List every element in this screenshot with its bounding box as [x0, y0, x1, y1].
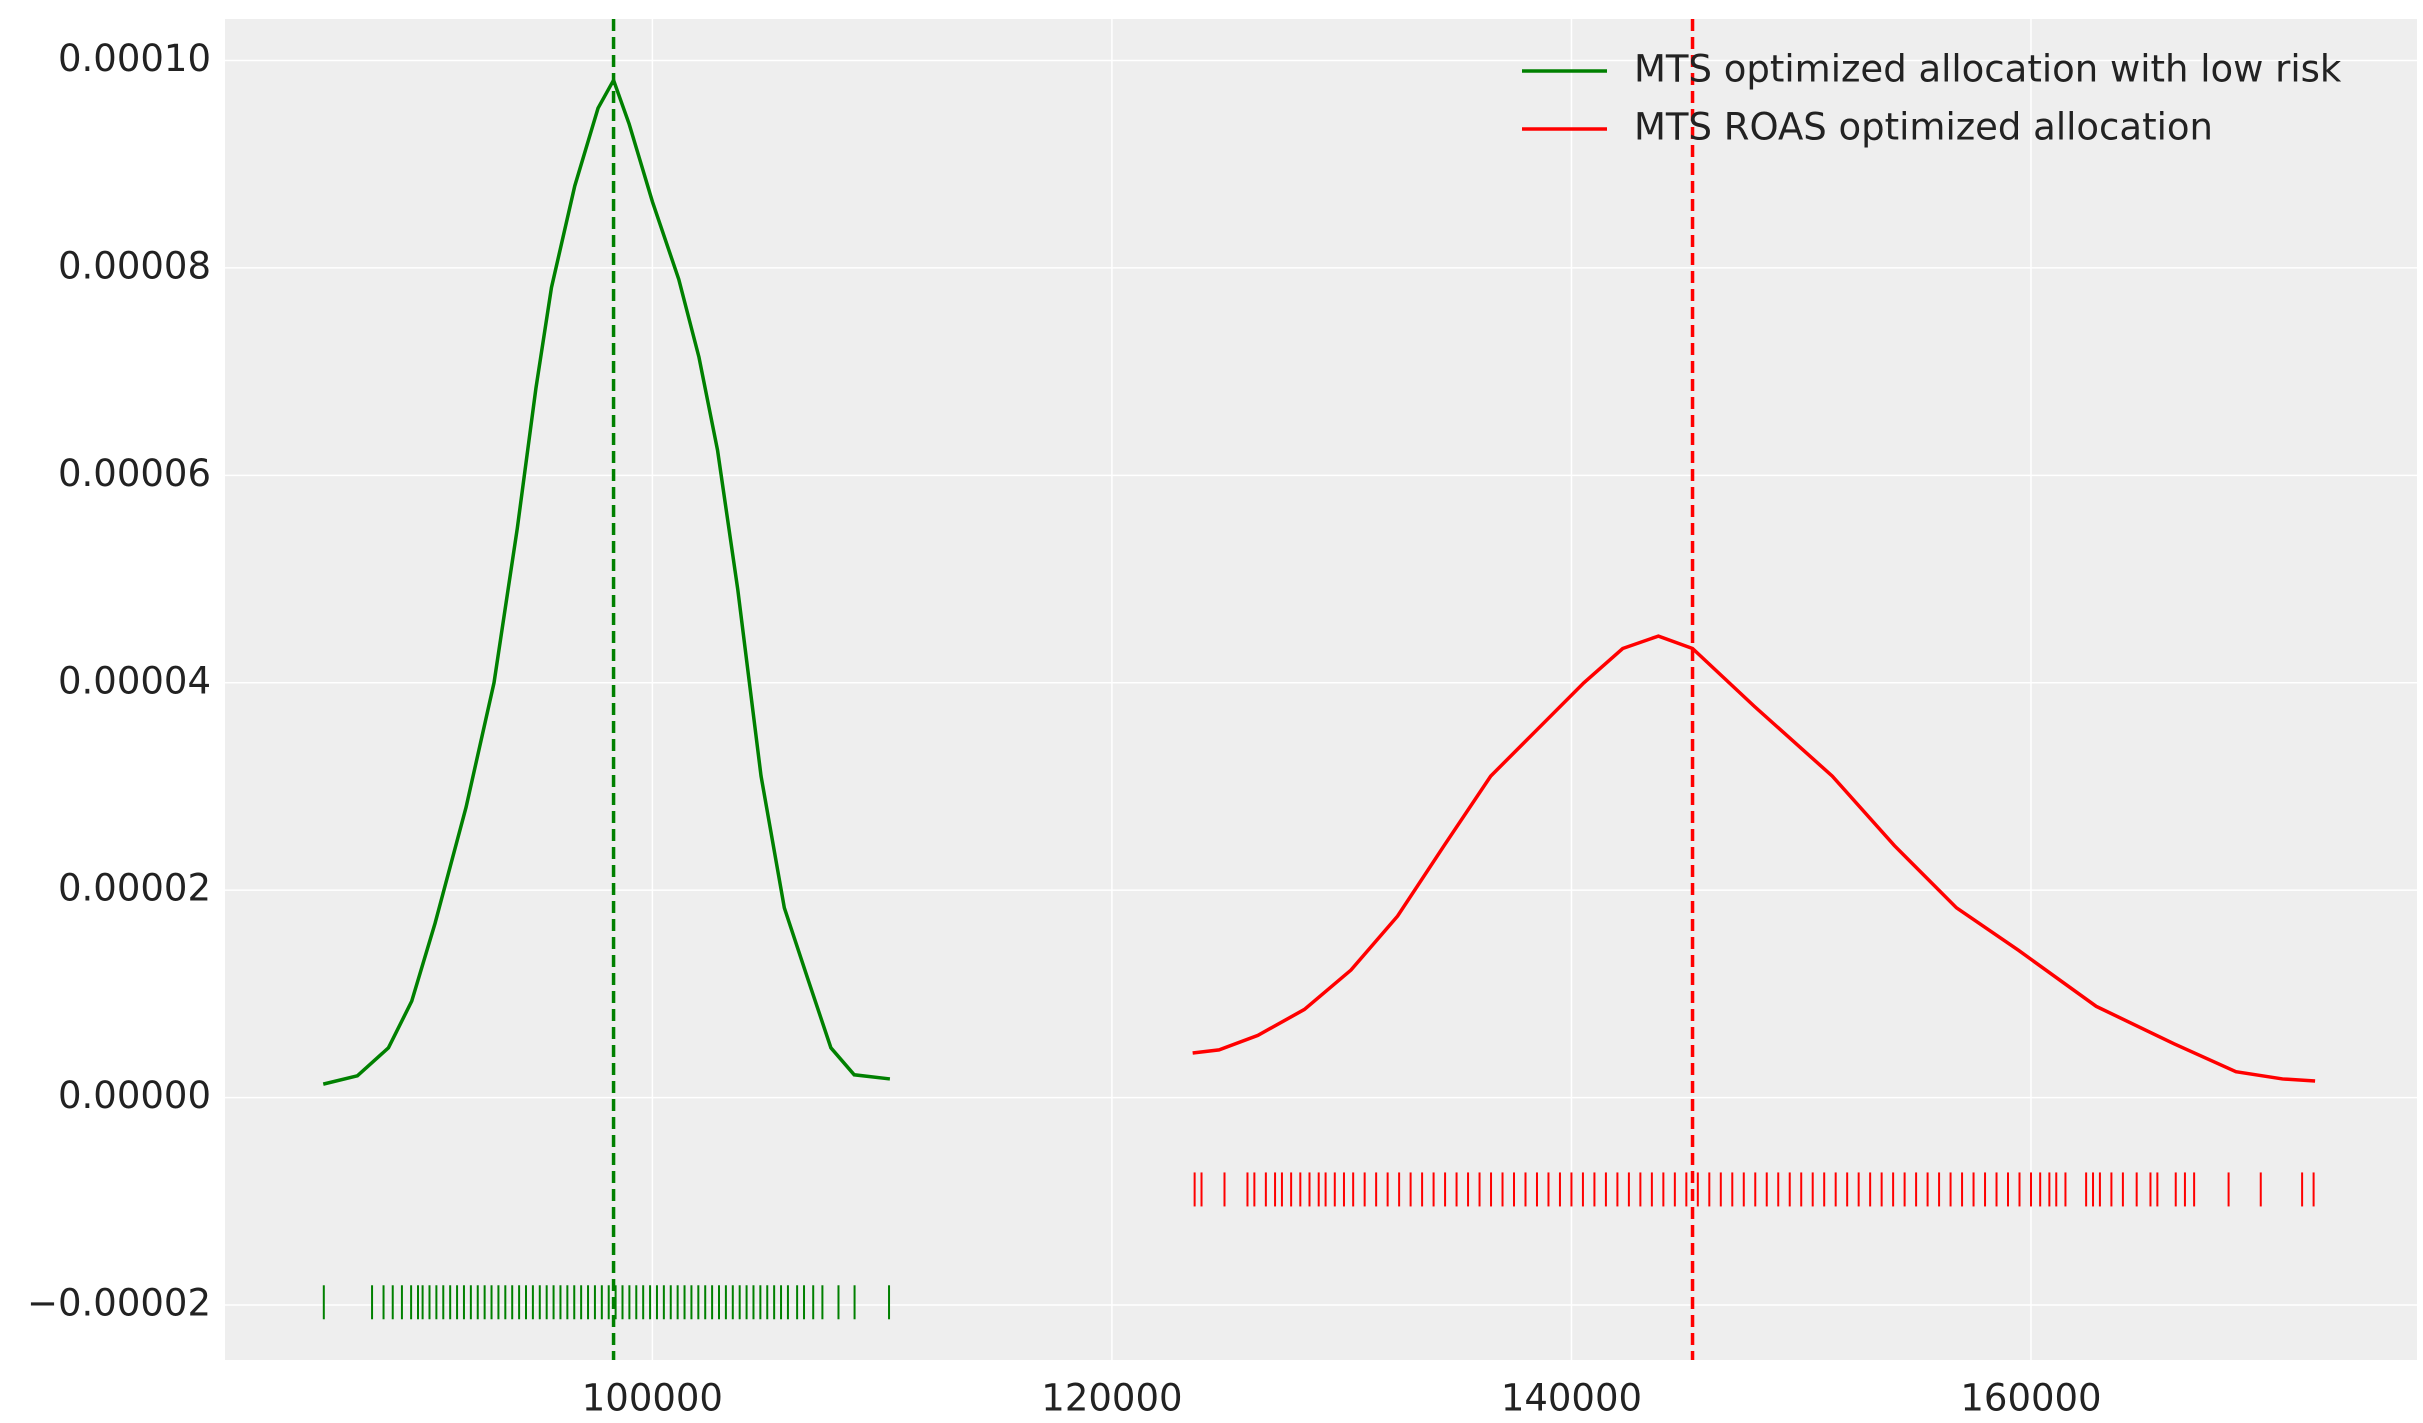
- x-tick-label: 120000: [1041, 1377, 1182, 1420]
- y-tick-label: 0.00006: [58, 452, 211, 495]
- density-line: [1192, 634, 2316, 1083]
- legend-label: MTS ROAS optimized allocation: [1634, 106, 2213, 149]
- y-tick-label: 0.00000: [58, 1074, 211, 1117]
- y-tick-label: 0.00008: [58, 244, 211, 287]
- x-tick-label: 100000: [582, 1377, 723, 1420]
- plot-area: [225, 19, 2417, 1360]
- x-tick-label: 160000: [1960, 1377, 2101, 1420]
- y-tick-label: 0.00002: [58, 867, 211, 910]
- y-tick-label: 0.00010: [58, 37, 211, 80]
- x-tick-label: 140000: [1501, 1377, 1642, 1420]
- y-tick-label: −0.00002: [27, 1282, 211, 1325]
- y-tick-label: 0.00004: [58, 659, 211, 702]
- legend-label: MTS optimized allocation with low risk: [1634, 48, 2342, 91]
